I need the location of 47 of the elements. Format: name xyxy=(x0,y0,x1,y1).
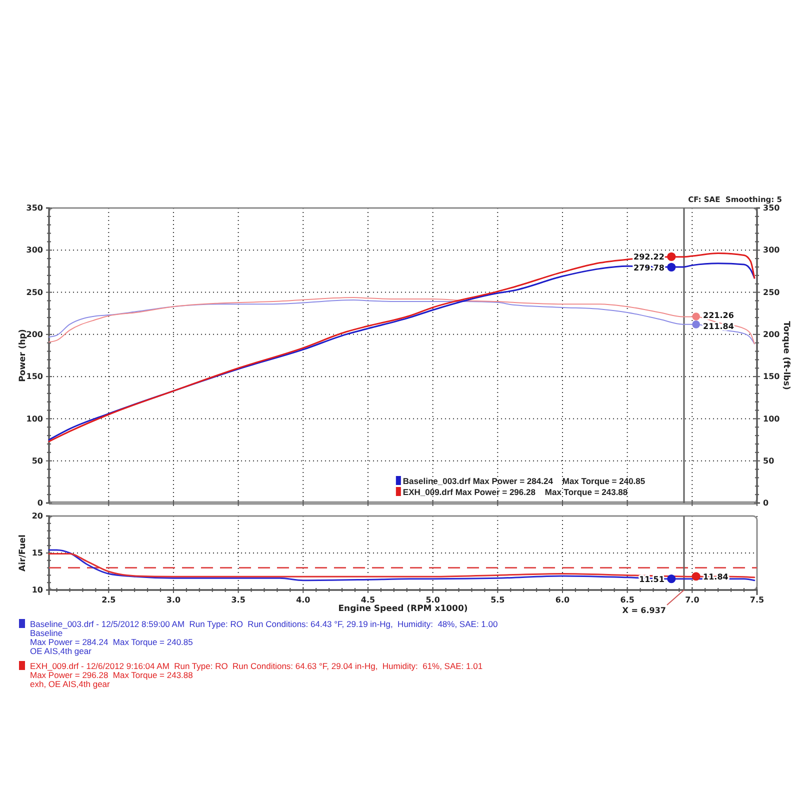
y-tick-label: 300 xyxy=(26,246,44,255)
y-tick-label: 100 xyxy=(26,414,44,424)
data-label: 11.84 xyxy=(703,572,729,582)
text: Max Power = 296.28 Max Torque = 243.88 xyxy=(30,670,194,680)
y-tick-label: 350 xyxy=(26,204,44,213)
ref-line-label: X = 6.937 xyxy=(622,606,666,615)
y2-tick-label: 300 xyxy=(763,246,780,255)
x-tick-label: 3.0 xyxy=(166,596,182,605)
y-tick-label: 250 xyxy=(26,288,44,297)
y2-tick-label: 250 xyxy=(763,288,780,297)
y-axis-title: Air/Fuel xyxy=(18,534,28,572)
text: OE AIS,4th gear xyxy=(30,646,92,656)
y-tick-label: 15 xyxy=(32,548,44,558)
x-tick-label: 3.5 xyxy=(231,596,246,605)
x-tick-label: 7.0 xyxy=(685,596,700,605)
text: EXH_009.drf - 12/6/2012 9:16:04 AM Run Type: RO Run Conditions: 64.63 °F, 29.04 in-Hg, Humidity: 61%, SAE: 1.01 xyxy=(30,661,483,671)
x-tick-label: 5.0 xyxy=(426,596,440,605)
x-tick-label: 6.0 xyxy=(555,596,570,605)
data-label: 221.26 xyxy=(703,310,734,320)
y2-tick-label: 350 xyxy=(763,204,780,213)
x-tick-label: 6.5 xyxy=(620,596,635,605)
data-label: 211.84 xyxy=(703,322,734,331)
legend-label: EXH_009.drf Max Power = 296.28 Max Torque = 243.88 xyxy=(402,487,628,497)
text: Baseline_003.drf - 12/5/2012 8:59:00 AM Run Type: RO Run Conditions: 64.43 °F, 29.19 in-Hg, Humidity: 48%, SAE: 1.00 xyxy=(30,619,498,629)
text: Baseline xyxy=(30,628,63,638)
x-tick-label: 5.5 xyxy=(490,596,506,605)
y-tick-label: 200 xyxy=(26,330,44,339)
text: exh, OE AIS,4th gear xyxy=(30,679,110,689)
legend-label: Baseline_003.drf Max Power = 284.24 Max Torque = 240.85 xyxy=(402,476,646,486)
y2-tick-label: 0 xyxy=(763,498,769,508)
y-tick-label: 50 xyxy=(32,456,44,466)
x-tick-label: 4.5 xyxy=(360,596,376,605)
y-tick-label: 0 xyxy=(37,498,44,508)
x-tick-label: 2.5 xyxy=(102,596,116,605)
y2-tick-label: 100 xyxy=(763,414,780,424)
x-tick-label: 7.5 xyxy=(750,596,765,605)
y-tick-label: 20 xyxy=(32,512,44,521)
y2-tick-label: 200 xyxy=(763,330,780,339)
y2-tick-label: 50 xyxy=(763,456,775,466)
y2-tick-label: 150 xyxy=(763,372,780,382)
x-tick-label: 4.0 xyxy=(296,596,311,605)
y2-axis-title: Torque (ft-lbs) xyxy=(781,321,791,390)
y-tick-label: 10 xyxy=(32,586,44,595)
x-axis-title: Engine Speed (RPM x1000) xyxy=(338,604,468,614)
text: Max Power = 284.24 Max Torque = 240.85 xyxy=(30,637,194,647)
y-tick-label: 150 xyxy=(26,372,44,382)
y-axis-title: Power (hp) xyxy=(18,329,28,382)
